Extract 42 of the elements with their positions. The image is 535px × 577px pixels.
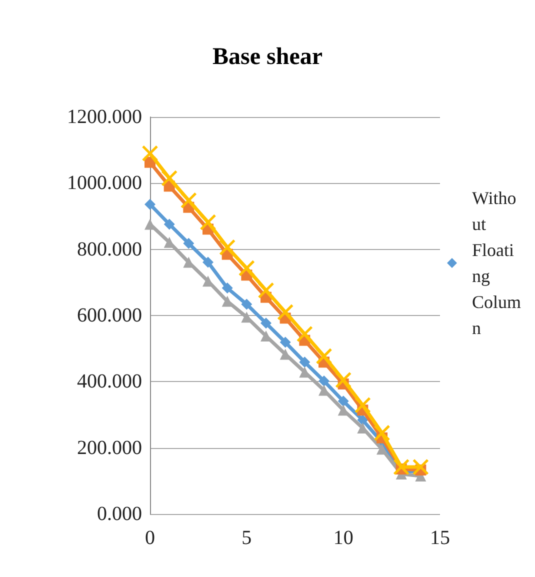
legend-label: Without Floating Column [472, 188, 522, 338]
y-tick-label: 800.000 [77, 238, 142, 260]
point [412, 458, 429, 476]
point [376, 444, 388, 455]
point [357, 414, 368, 426]
point [335, 372, 352, 388]
x-tick-label: 15 [430, 527, 450, 549]
point [260, 318, 272, 329]
y-tick-label: 200.000 [77, 436, 142, 459]
x-tick-label: 0 [145, 527, 155, 549]
point [219, 239, 236, 256]
point [142, 145, 158, 162]
point [393, 458, 410, 476]
point [202, 256, 214, 268]
point [354, 396, 371, 414]
point [374, 424, 390, 442]
point [161, 170, 178, 186]
y-tick-label: 1000.000 [67, 172, 142, 194]
point [280, 336, 291, 348]
y-tick-label: 1200.000 [67, 106, 142, 128]
point [183, 238, 194, 249]
point [238, 260, 255, 276]
chart-title: Base shear [212, 44, 323, 70]
y-tick-label: 400.000 [77, 370, 142, 393]
point [277, 304, 294, 320]
point [180, 192, 197, 209]
point [200, 214, 216, 230]
point [338, 396, 349, 407]
point [258, 282, 274, 299]
point [318, 376, 330, 387]
x-tick-label: 5 [242, 527, 252, 549]
point [299, 356, 310, 368]
point [222, 282, 233, 294]
point [144, 198, 156, 210]
x-tick-label: 10 [333, 527, 354, 549]
point [241, 298, 252, 310]
y-tick-label: 600.000 [77, 304, 142, 326]
point [316, 348, 332, 364]
y-tick-label: 0.000 [97, 503, 142, 525]
point [222, 296, 233, 307]
point [296, 326, 313, 342]
point [164, 218, 175, 230]
